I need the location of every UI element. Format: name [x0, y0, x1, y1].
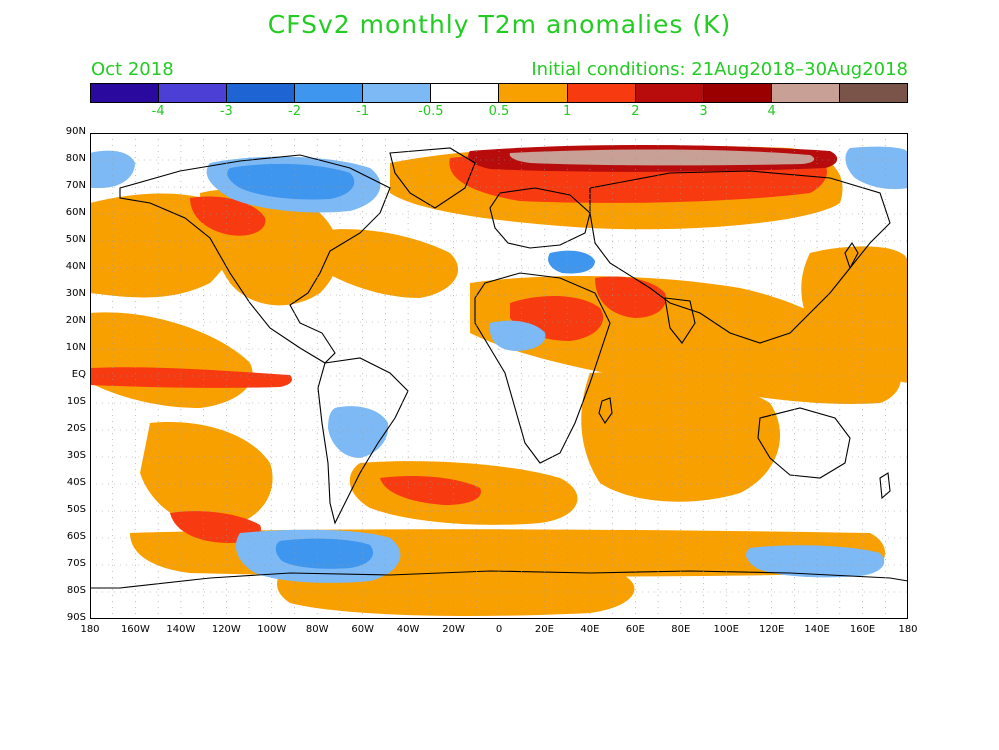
cool-region-west-africa [489, 320, 546, 351]
coast-new-zealand [879, 472, 891, 500]
longitude-label: 80E [671, 624, 691, 635]
anomaly-map [89, 133, 909, 620]
warm-region-south-pacific [140, 422, 273, 528]
latitude-label: 50S [66, 504, 86, 515]
latitude-label: 90S [66, 612, 86, 623]
latitude-label: 70N [65, 180, 86, 191]
latitude-label: EQ [71, 369, 86, 380]
colorbar-swatch-6 [499, 84, 568, 102]
longitude-label: 60E [625, 624, 645, 635]
longitude-label: 100E [713, 624, 739, 635]
longitude-label: 20W [442, 624, 465, 635]
longitude-label: 60W [351, 624, 374, 635]
latitude-label: 70S [66, 558, 86, 569]
coast-madagascar [598, 397, 613, 425]
cool-region-caspian [548, 250, 595, 274]
hot-region-south-pacific [170, 511, 261, 543]
coast-greenland [389, 147, 476, 209]
latitude-label: 40S [66, 477, 86, 488]
colorbar-tick-label: 4 [767, 104, 776, 119]
map-frame [90, 133, 908, 619]
colorbar-tick-label: -0.5 [418, 104, 444, 119]
lat-lon-grid [90, 133, 908, 619]
colorbar-tick-label: 2 [631, 104, 640, 119]
colorbar-swatch-4 [363, 84, 432, 102]
longitude-label: 160W [120, 624, 150, 635]
initial-conditions-label: Initial conditions: 21Aug2018–30Aug2018 [531, 59, 908, 80]
coast-south-america [317, 357, 409, 525]
coast-europe [489, 187, 591, 249]
extreme-warm-anomaly-layer [468, 145, 838, 172]
cool-anomaly-layer [90, 146, 908, 583]
latitude-label: 80S [66, 585, 86, 596]
longitude-label: 140E [804, 624, 830, 635]
longitude-label: 160E [849, 624, 876, 635]
longitude-label: 180 [898, 624, 918, 635]
colorbar-swatch-8 [635, 84, 704, 102]
latitude-label: 90N [65, 126, 86, 137]
longitude-label: 80W [305, 624, 329, 635]
colorbar-swatch-3 [295, 84, 364, 102]
warm-region-indian-ocean [581, 371, 780, 502]
colorbar-tick-label: -3 [219, 104, 233, 119]
latitude-label: 10S [66, 396, 86, 407]
longitude-label: 140W [166, 624, 196, 635]
colorbar-swatch-11 [839, 84, 907, 102]
latitude-label: 10N [65, 342, 86, 353]
coast-australia [757, 407, 851, 479]
latitude-label: 40N [65, 261, 86, 272]
longitude-label: 40E [580, 624, 600, 635]
colorbar-tick-label: -1 [356, 104, 370, 119]
longitude-label: 120E [758, 624, 785, 635]
chart-title: CFSv2 monthly T2m anomalies (K) [267, 10, 732, 39]
latitude-label: 50N [65, 234, 86, 245]
colorbar-tick-label: 1 [563, 104, 572, 119]
coast-asia [589, 170, 891, 344]
coast-japan [844, 241, 859, 270]
colorbar-tick-label: -4 [151, 104, 165, 119]
longitude-label: 40W [396, 624, 420, 635]
cool-region-ross-sea [746, 545, 885, 578]
cool-region-south-america [328, 406, 389, 458]
latitude-label: 30S [66, 450, 86, 461]
cool-region-east-siberia [845, 146, 908, 190]
hot-region-east-pacific-equator [90, 367, 292, 388]
latitude-label: 20N [65, 315, 86, 326]
longitude-label: 120W [211, 624, 241, 635]
colorbar-swatch-0 [91, 84, 160, 102]
colorbar-swatch-2 [227, 84, 296, 102]
warm-region-north-atlantic [310, 229, 459, 298]
longitude-label: 0 [495, 624, 503, 635]
colorbar-legend [90, 83, 908, 103]
latitude-label: 30N [65, 288, 86, 299]
colorbar-tick-label: 0.5 [488, 104, 510, 119]
colorbar-swatch-9 [703, 84, 772, 102]
colorbar-swatch-5 [431, 84, 500, 102]
colorbar-tick-label: 3 [699, 104, 708, 119]
cool-region-antarctica-core [275, 538, 374, 569]
longitude-label: 20E [534, 624, 554, 635]
cool-region-canadian-arctic-core [227, 163, 355, 200]
latitude-label: 20S [66, 423, 86, 434]
latitude-label: 60S [66, 531, 86, 542]
colorbar-swatch-1 [159, 84, 228, 102]
coast-indian-subcontinent [664, 297, 696, 344]
longitude-label: 180 [80, 624, 100, 635]
extreme-region-arctic-core [509, 149, 815, 166]
hot-region-southern-ocean [380, 476, 481, 505]
colorbar-swatch-10 [771, 84, 840, 102]
colorbar-tick-label: -2 [288, 104, 301, 119]
hot-region-alaska-canada [190, 196, 266, 236]
latitude-label: 80N [65, 153, 86, 164]
coast-africa [474, 272, 611, 464]
longitude-label: 100W [257, 624, 287, 635]
warm-region-west-pacific [801, 246, 908, 383]
latitude-label: 60N [65, 207, 86, 218]
coast-north-america [119, 154, 391, 364]
valid-month-label: Oct 2018 [91, 59, 174, 80]
colorbar-swatch-7 [567, 84, 636, 102]
